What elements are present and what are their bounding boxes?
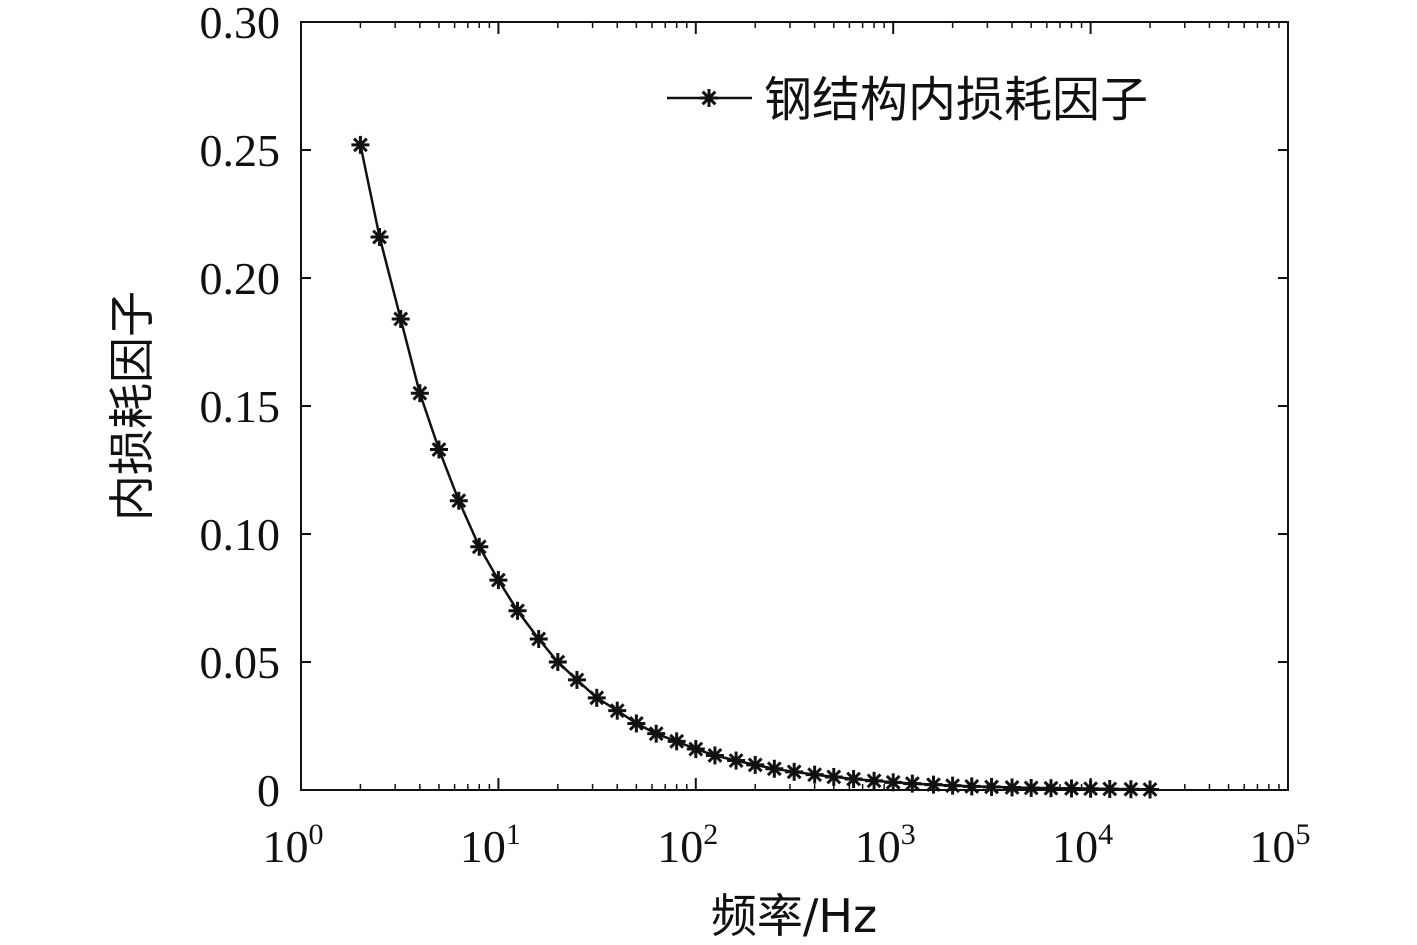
data-point (1100, 779, 1119, 798)
y-axis-title: 内损耗因子 (105, 291, 159, 521)
data-point (903, 774, 922, 793)
data-point (924, 775, 943, 794)
data-point (705, 746, 724, 765)
y-tick-label: 0.05 (200, 637, 281, 688)
data-point (667, 732, 686, 751)
y-tick-label: 0.15 (200, 381, 281, 432)
data-point (1003, 778, 1022, 797)
data-point (391, 309, 410, 328)
legend: 钢结构内损耗因子 (667, 72, 1148, 128)
data-point (548, 653, 567, 671)
legend-label: 钢结构内损耗因子 (764, 72, 1148, 128)
axis-ticks (300, 21, 1289, 791)
data-point (647, 724, 666, 743)
data-point (449, 491, 468, 510)
legend-marker (700, 89, 718, 107)
data-point (962, 777, 981, 796)
data-point (489, 571, 508, 590)
data-point (1141, 780, 1160, 799)
x-tick-label: 104 (1052, 818, 1113, 872)
data-point (529, 629, 548, 648)
data-point (410, 384, 429, 403)
y-tick-label: 0 (257, 765, 280, 816)
data-point (370, 228, 389, 247)
x-tick-label: 103 (855, 818, 916, 872)
data-point (1041, 779, 1060, 798)
data-point (1022, 778, 1041, 797)
data-point (785, 762, 804, 781)
data-point (844, 769, 863, 788)
data-point (943, 776, 962, 795)
series-line (359, 144, 1151, 791)
y-tick-label: 0.30 (200, 0, 281, 48)
data-point (765, 759, 784, 778)
x-tick-label: 105 (1250, 818, 1311, 872)
data-point (470, 537, 489, 556)
y-tick-label: 0.10 (200, 509, 281, 560)
data-point (865, 771, 884, 790)
y-tick-label: 0.20 (200, 253, 281, 304)
series-markers (351, 135, 1160, 799)
data-point (1081, 779, 1100, 798)
x-axis-title: 频率/Hz (711, 889, 877, 943)
data-point (627, 714, 646, 733)
data-point (686, 740, 705, 759)
data-point (982, 777, 1001, 796)
x-tick-label: 102 (657, 818, 718, 872)
data-point (884, 773, 903, 792)
data-point (429, 440, 448, 459)
data-point (351, 135, 370, 154)
data-point (746, 755, 765, 774)
data-point (824, 767, 843, 786)
data-point (587, 688, 606, 707)
data-point (567, 670, 586, 689)
plot-area-frame (300, 21, 1289, 791)
data-point (805, 765, 824, 784)
data-point (1062, 779, 1081, 798)
x-tick-label: 101 (460, 818, 521, 872)
y-tick-label: 0.25 (200, 125, 281, 176)
tick-labels: 0 0.05 0.10 0.15 0.20 0.25 0.30 100 101 102 103 104… (200, 0, 1311, 872)
legend-marker-icon (700, 89, 718, 107)
data-point (608, 701, 627, 720)
data-point (1121, 780, 1140, 799)
x-tick-label: 100 (263, 818, 324, 872)
data-point (727, 751, 746, 770)
data-point (508, 601, 527, 620)
